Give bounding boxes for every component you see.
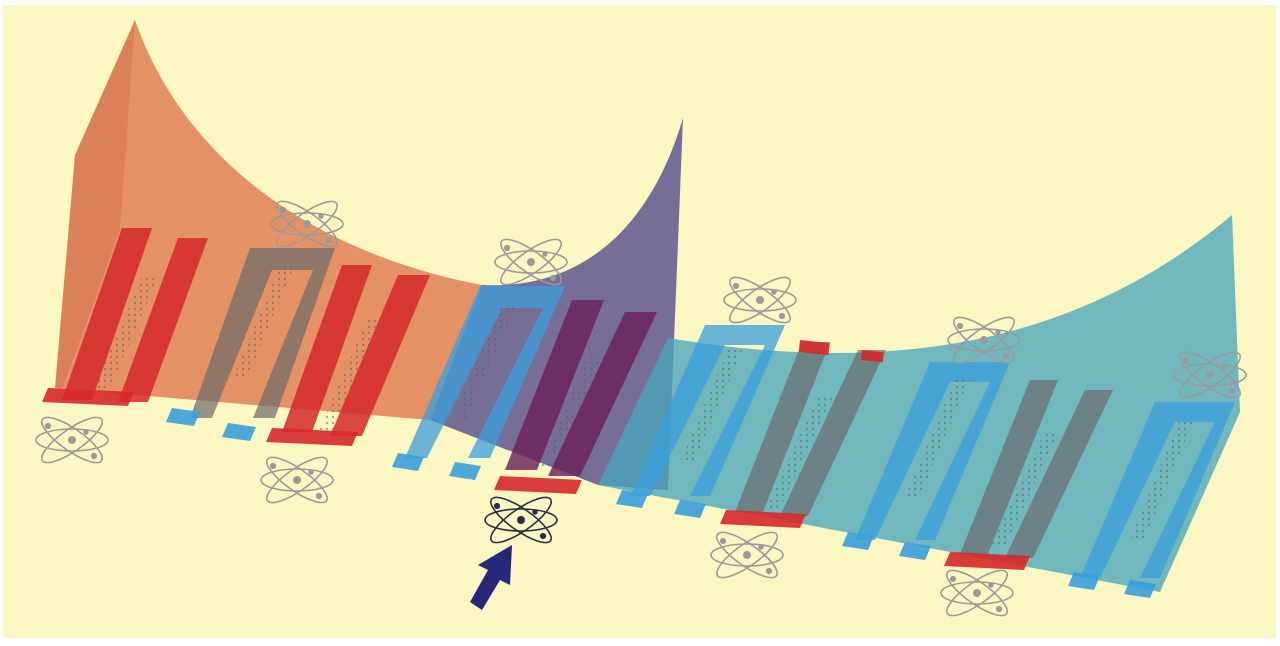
electrode-finger — [548, 312, 657, 476]
electrode-contact-pad — [860, 350, 884, 363]
dotted-channel — [232, 262, 296, 380]
electrode-finger — [505, 300, 604, 470]
electrode-array — [42, 228, 1235, 598]
electrode-contact-pad — [42, 388, 134, 406]
electrode-finger — [282, 265, 372, 432]
dotted-channel — [452, 306, 516, 418]
dotted-channel — [680, 346, 744, 462]
electrode-finger — [780, 350, 886, 516]
electrode-loop — [1080, 402, 1235, 578]
left-region-side-face — [55, 20, 135, 390]
electrode-finger — [62, 228, 152, 400]
dotted-channel — [990, 432, 1059, 548]
dotted-channel — [765, 394, 834, 510]
electrode-finger — [118, 238, 208, 402]
electrode-contact-pad — [1068, 572, 1100, 590]
dotted-channel — [92, 278, 158, 392]
electrode-finger — [960, 380, 1058, 554]
electrode-contact-pad — [392, 453, 424, 471]
dotted-channel — [1130, 420, 1194, 540]
electrode-contact-pad — [494, 476, 582, 494]
electrode-loop — [190, 248, 335, 418]
electrode-contact-pad — [720, 510, 806, 528]
electrode-contact-pad — [798, 340, 830, 356]
electrode-contact-pad — [616, 490, 648, 508]
electrode-contact-pad — [449, 462, 481, 480]
electrode-contact-pad — [899, 542, 931, 560]
electrode-contact-pad — [222, 423, 256, 441]
electrode-contact-pad — [944, 552, 1030, 570]
electrode-loop — [855, 362, 1010, 540]
dotted-channel — [905, 380, 969, 498]
electrode-contact-pad — [1124, 580, 1156, 598]
electrode-contact-pad — [842, 532, 874, 550]
electrode-contact-pad — [674, 500, 706, 518]
arrow-up-right-icon — [470, 545, 512, 610]
electrode-contact-pad — [266, 428, 358, 446]
electrode-contact-pad — [166, 408, 200, 426]
electrode-finger — [330, 275, 430, 436]
dotted-channel — [540, 352, 604, 468]
electrode-loop — [405, 286, 565, 458]
electrode-finger — [735, 342, 830, 512]
electrode-loop — [630, 325, 785, 496]
dotted-channel — [318, 318, 382, 432]
electrode-finger — [1005, 390, 1113, 558]
